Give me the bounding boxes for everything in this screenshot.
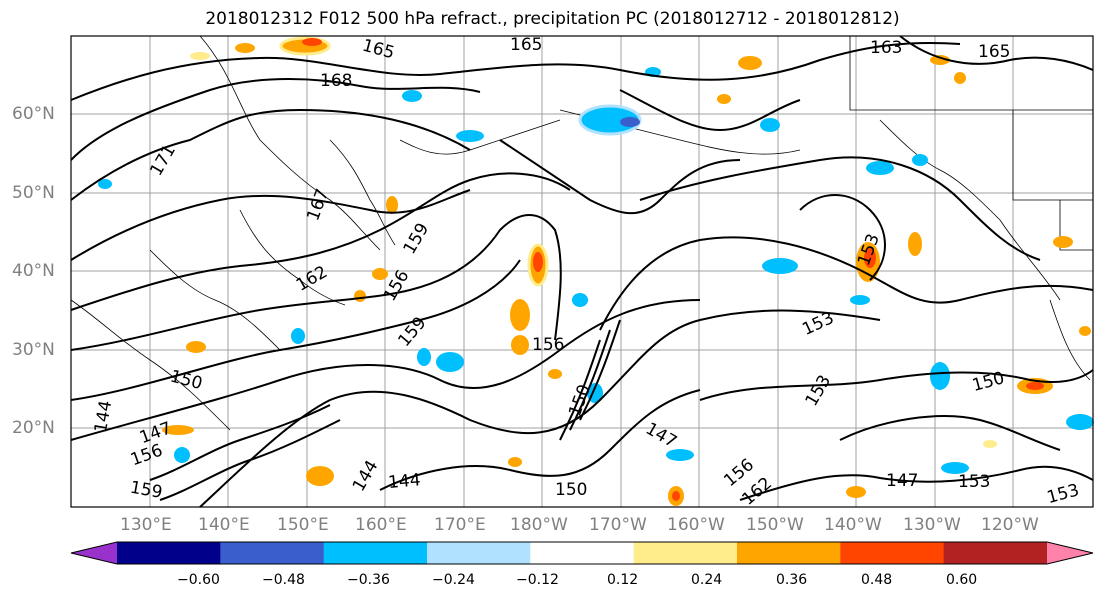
lat-label: 40°N — [12, 261, 55, 281]
colorbar-tick: 0.60 — [946, 572, 978, 588]
contour-label: 150 — [555, 480, 587, 500]
contour-label: 156 — [532, 335, 564, 355]
lon-label: 130°E — [120, 515, 172, 535]
colorbar-tick: −0.48 — [262, 572, 305, 588]
colorbar-cell — [427, 542, 531, 564]
colorbar-cell — [117, 542, 221, 564]
contour-label: 147 — [886, 471, 918, 491]
lon-label: 160°E — [355, 515, 407, 535]
lat-label: 20°N — [12, 418, 55, 438]
colorbar-extend-low — [71, 542, 117, 564]
colorbar-cell — [840, 542, 945, 564]
colorbar-cell — [323, 542, 428, 564]
contour-label: 144 — [387, 470, 421, 493]
colorbar-tick: −0.36 — [347, 572, 390, 588]
lon-label: 130°W — [903, 515, 961, 535]
colorbar-tick: 0.36 — [776, 572, 808, 588]
colorbar — [70, 541, 1094, 565]
colorbar-cell — [530, 542, 635, 564]
colorbar-tick: 0.12 — [607, 572, 639, 588]
colorbar-tick: 0.48 — [861, 572, 893, 588]
lon-label: 170°W — [589, 515, 647, 535]
map-title: 2018012312 F012 500 hPa refract., precip… — [205, 9, 900, 29]
colorbar-cell — [633, 542, 738, 564]
contour-label: 168 — [320, 71, 352, 91]
colorbar-cell — [220, 542, 325, 564]
colorbar-extend-high — [1047, 542, 1093, 564]
colorbar-cell — [943, 542, 1048, 564]
contour-label: 153 — [958, 472, 990, 492]
lat-label: 30°N — [12, 340, 55, 360]
lon-label: 140°W — [824, 515, 882, 535]
lon-label: 150°W — [746, 515, 804, 535]
colorbar-tick: −0.24 — [432, 572, 475, 588]
contour-label: 165 — [978, 42, 1010, 62]
lon-label: 150°E — [277, 515, 329, 535]
lat-label: 60°N — [12, 104, 55, 124]
lon-label: 140°E — [198, 515, 250, 535]
colorbar-cell — [737, 542, 841, 564]
colorbar-tick: 0.24 — [691, 572, 723, 588]
coastlines — [70, 35, 1093, 431]
colorbar-tick: −0.12 — [516, 572, 559, 588]
precip-patches — [98, 36, 1094, 506]
contour-label: 163 — [870, 38, 902, 58]
lon-label: 160°W — [667, 515, 725, 535]
lon-label: 120°W — [981, 515, 1039, 535]
contour-label: 165 — [510, 35, 542, 55]
lon-label: 180°W — [510, 515, 568, 535]
refractivity-contours — [70, 35, 1094, 508]
colorbar-tick: −0.60 — [177, 572, 220, 588]
lat-label: 50°N — [12, 183, 55, 203]
lon-label: 170°E — [434, 515, 486, 535]
